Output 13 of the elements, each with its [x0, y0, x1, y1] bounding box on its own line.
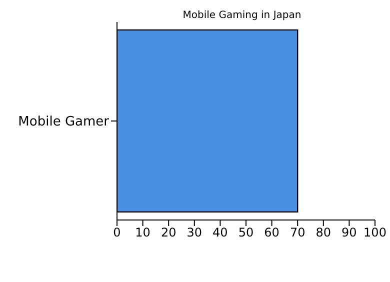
x-tick-label: 70 [290, 226, 306, 240]
x-tick-label: 40 [212, 226, 228, 240]
y-tick-label: Mobile Gamer [18, 114, 110, 130]
x-tick-label: 20 [160, 226, 176, 240]
x-tick-label: 90 [342, 226, 357, 240]
x-tick-label: 60 [264, 226, 280, 240]
x-tick-label: 10 [135, 226, 150, 240]
chart-title: Mobile Gaming in Japan [182, 10, 302, 21]
x-tick-label: 80 [316, 226, 332, 240]
x-tick-label: 0 [113, 226, 121, 240]
x-tick-label: 30 [186, 226, 202, 240]
x-tick-label: 50 [238, 226, 254, 240]
x-tick-label: 100 [364, 226, 386, 240]
